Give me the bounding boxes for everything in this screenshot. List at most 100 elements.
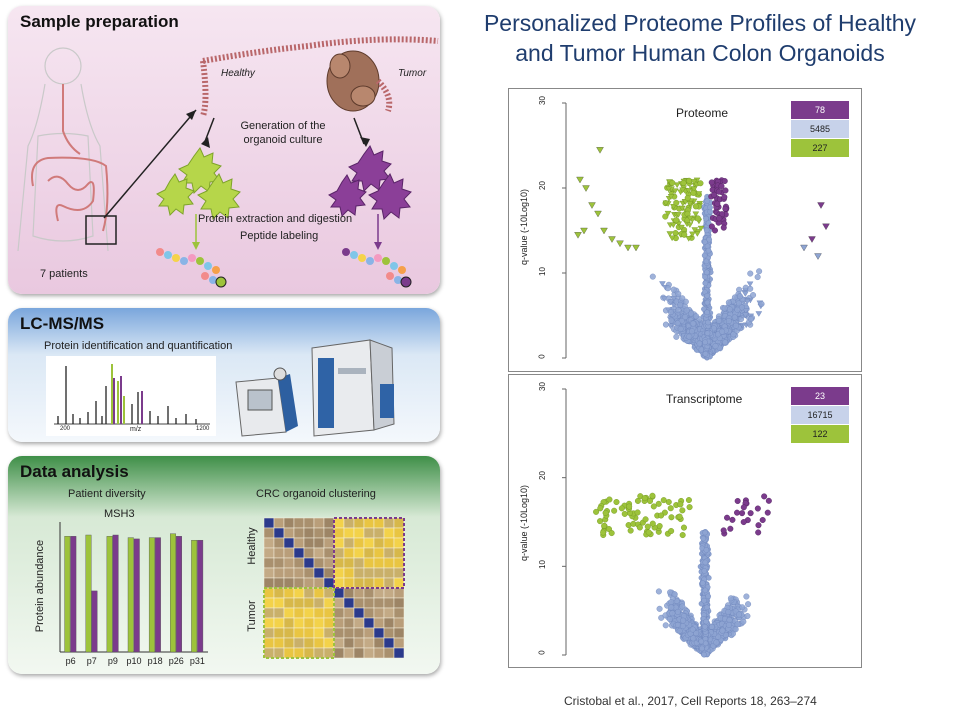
- proteome-point: [704, 198, 711, 204]
- proteome-down-point: [671, 188, 679, 195]
- transcriptome-down-point: [627, 527, 634, 534]
- proteome-point: [667, 309, 674, 316]
- proteome-down-point: [664, 210, 672, 217]
- proteome-down-point: [667, 194, 675, 200]
- proteome-legend-up: 78: [790, 100, 850, 120]
- proteome-down-point: [678, 205, 686, 212]
- transcriptome-down-point: [626, 503, 633, 510]
- msh3-bar-tumor-p18: [154, 537, 161, 653]
- transcriptome-point: [725, 621, 732, 628]
- proteome-point: [668, 317, 675, 324]
- transcriptome-point: [666, 616, 673, 623]
- transcriptome-ytick-0: 0: [537, 650, 547, 655]
- proteome-point: [702, 274, 708, 280]
- proteome-point: [664, 285, 671, 292]
- proteome-outlier: [814, 253, 822, 260]
- transcriptome-down-point: [600, 529, 607, 536]
- transcriptome-point: [701, 568, 708, 574]
- proteome-up-point: [708, 179, 715, 186]
- data-analysis-panel: Data analysis Patient diversity CRC orga…: [8, 456, 440, 674]
- proteome-down-point: [670, 222, 677, 229]
- proteome-point: [758, 300, 765, 307]
- transcriptome-point: [702, 623, 708, 630]
- transcriptome-point: [690, 635, 697, 642]
- proteome-down-point: [686, 201, 694, 207]
- proteome-point: [705, 319, 711, 326]
- proteome-point: [747, 270, 754, 277]
- msh3-bar-tumor-p26: [176, 536, 182, 653]
- proteome-ytick-0: 0: [537, 354, 547, 359]
- transcriptome-up-point: [727, 525, 734, 532]
- transcriptome-down-point: [649, 520, 656, 527]
- proteome-point: [742, 308, 750, 314]
- proteome-point: [701, 252, 708, 259]
- data-analysis-title: Data analysis: [20, 462, 129, 481]
- transcriptome-down-point: [647, 497, 654, 504]
- transcriptome-down-point: [602, 509, 609, 516]
- tumor-organoids: [328, 145, 412, 221]
- figure-title-line-1: Personalized Proteome Profiles of Health…: [483, 10, 917, 36]
- transcriptome-up-point: [755, 522, 762, 529]
- sample-prep-illustration: [17, 36, 439, 288]
- proteome-legend-down: 227: [790, 138, 850, 158]
- transcriptome-up-point: [740, 519, 747, 526]
- msh3-chart-title: MSH3: [104, 508, 135, 520]
- transcriptome-point: [705, 593, 711, 600]
- proteome-up-point: [714, 200, 721, 207]
- msh3-bar-tumor-p9: [112, 534, 119, 653]
- transcriptome-down-point: [593, 508, 600, 515]
- heatmap-healthy-block: [333, 517, 405, 589]
- msh3-bar-healthy-p9: [106, 536, 113, 653]
- transcriptome-up-point: [729, 516, 736, 523]
- transcriptome-down-point: [679, 532, 686, 539]
- msh3-tick-p31: p31: [190, 656, 205, 666]
- transcriptome-down-point: [677, 501, 684, 508]
- transcriptome-down-point: [665, 499, 672, 506]
- transcriptome-point: [668, 599, 675, 606]
- proteome-ytick-30: 30: [537, 96, 547, 105]
- tumor-peptides: [342, 248, 412, 288]
- lcms-subtitle: Protein identification and quantificatio…: [44, 340, 233, 352]
- transcriptome-up-point: [755, 529, 762, 536]
- transcriptome-legend-up: 23: [790, 386, 850, 406]
- proteome-outlier: [576, 176, 584, 184]
- proteome-outlier: [817, 202, 825, 209]
- proteome-point: [661, 296, 668, 302]
- transcriptome-down-point: [641, 495, 648, 502]
- proteome-point: [649, 273, 656, 280]
- sample-preparation-panel: Sample preparation: [8, 6, 440, 294]
- proteome-up-point: [721, 194, 728, 201]
- proteome-up-point: [711, 227, 718, 234]
- proteome-down-point: [673, 182, 681, 189]
- proteome-down-point: [666, 231, 674, 237]
- proteome-down-point: [679, 187, 686, 194]
- proteome-down-point: [690, 189, 697, 196]
- msh3-bar-healthy-p6: [64, 536, 71, 653]
- clustering-heatmap: [263, 517, 405, 659]
- proteome-up-point: [708, 223, 715, 230]
- proteome-point: [704, 292, 711, 299]
- proteome-point: [702, 239, 708, 245]
- proteome-ytick-20: 20: [537, 181, 547, 190]
- proteome-point: [670, 286, 677, 293]
- heatmap-tumor-block: [263, 587, 335, 659]
- mass-spectrum-plot: [54, 364, 210, 425]
- proteome-down-point: [672, 230, 679, 237]
- transcriptome-point: [740, 618, 747, 625]
- proteome-point: [746, 281, 754, 288]
- proteome-point: [682, 314, 689, 321]
- proteome-title: Proteome: [676, 106, 729, 120]
- transcriptome-point: [736, 611, 743, 618]
- proteome-point: [754, 274, 761, 281]
- transcriptome-point: [734, 621, 741, 628]
- proteome-point: [696, 340, 703, 347]
- proteome-point: [726, 306, 733, 313]
- proteome-point: [705, 247, 712, 254]
- proteome-point: [721, 305, 728, 312]
- proteome-down-point: [690, 186, 698, 193]
- transcriptome-point: [744, 613, 751, 620]
- proteome-point: [682, 298, 689, 305]
- transcriptome-point: [674, 621, 681, 628]
- zoom-box: [85, 215, 117, 245]
- transcriptome-down-point: [650, 503, 657, 510]
